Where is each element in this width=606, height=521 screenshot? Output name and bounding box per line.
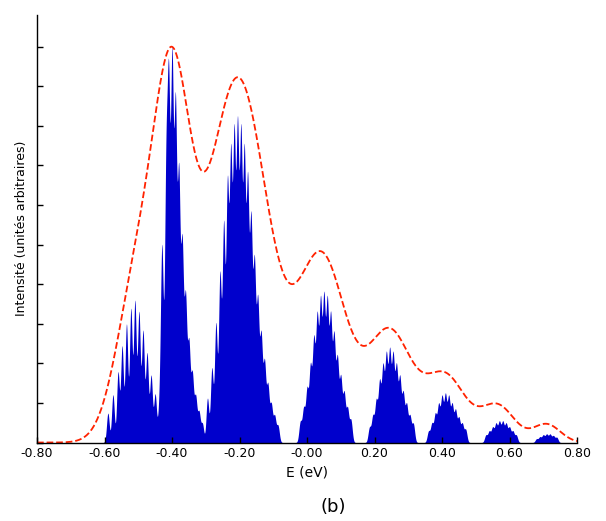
X-axis label: E (eV): E (eV) <box>286 466 328 480</box>
Y-axis label: Intensité (unités arbitraires): Intensité (unités arbitraires) <box>15 141 28 316</box>
Text: (b): (b) <box>321 498 346 516</box>
